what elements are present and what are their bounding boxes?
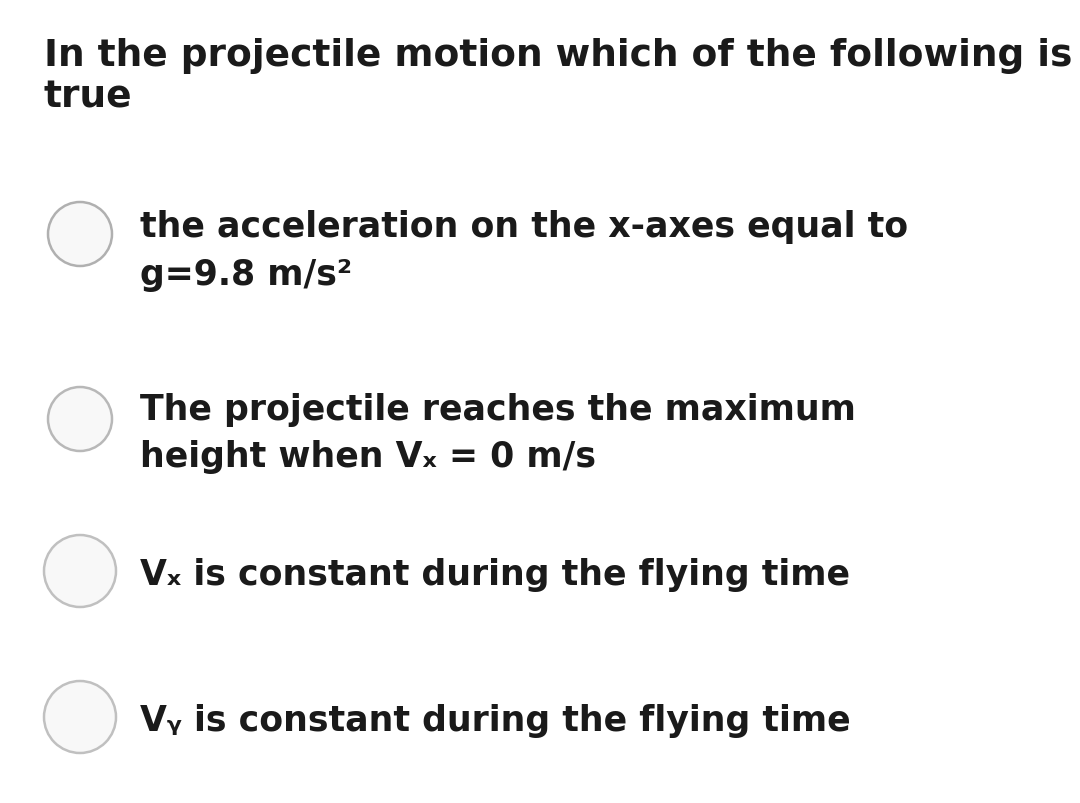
Text: In the projectile motion which of the following is: In the projectile motion which of the fo… bbox=[44, 38, 1072, 74]
Ellipse shape bbox=[48, 388, 112, 451]
Ellipse shape bbox=[44, 681, 116, 753]
Text: true: true bbox=[44, 80, 133, 116]
Text: Vₓ is constant during the flying time: Vₓ is constant during the flying time bbox=[140, 557, 850, 591]
Text: The projectile reaches the maximum: The projectile reaches the maximum bbox=[140, 393, 855, 426]
Text: Vᵧ is constant during the flying time: Vᵧ is constant during the flying time bbox=[140, 703, 851, 737]
Text: the acceleration on the x-axes equal to: the acceleration on the x-axes equal to bbox=[140, 210, 908, 243]
Text: height when Vₓ = 0 m/s: height when Vₓ = 0 m/s bbox=[140, 439, 596, 474]
Text: g=9.8 m/s²: g=9.8 m/s² bbox=[140, 258, 352, 291]
Ellipse shape bbox=[48, 202, 112, 267]
Ellipse shape bbox=[44, 536, 116, 607]
